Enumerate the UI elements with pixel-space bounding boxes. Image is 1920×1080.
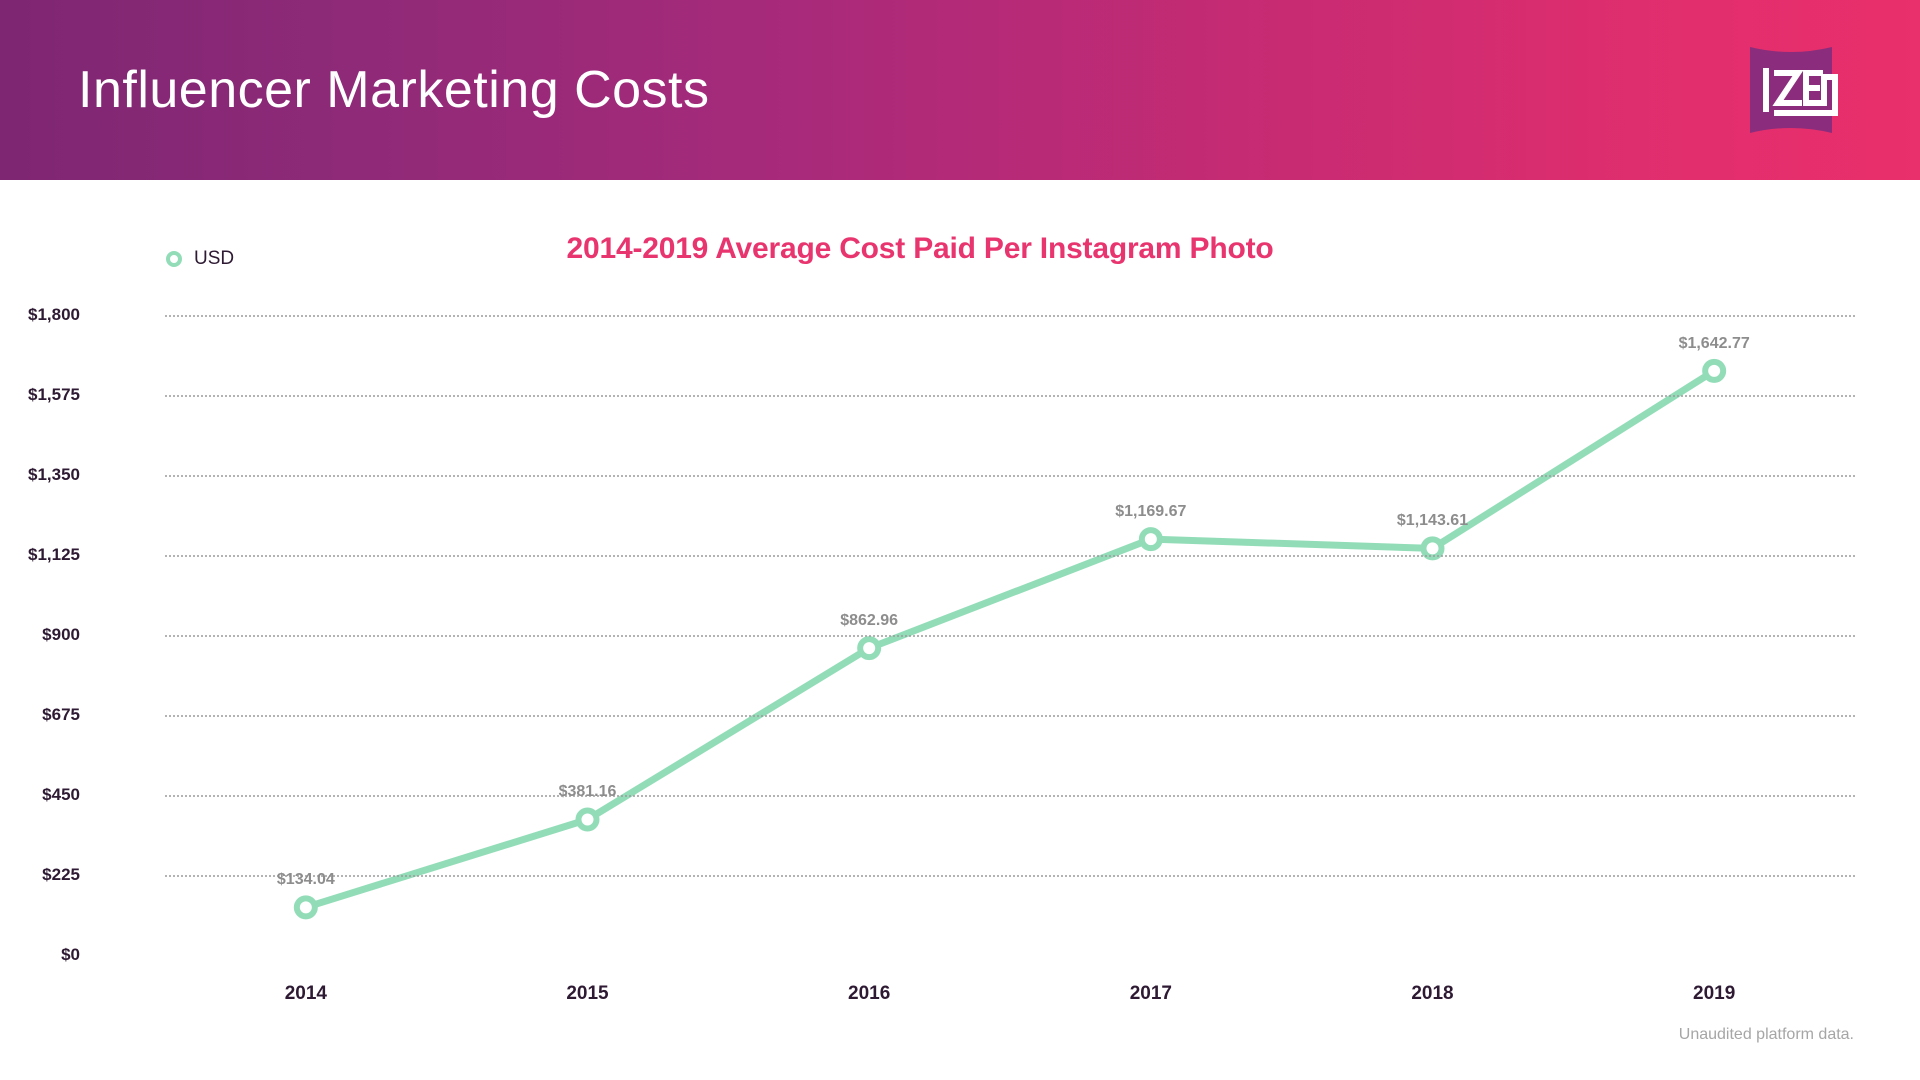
gridline (165, 475, 1855, 477)
data-point-marker[interactable] (575, 807, 600, 832)
data-point-label: $1,169.67 (1115, 503, 1187, 521)
izea-logo (1740, 41, 1842, 139)
data-point-marker[interactable] (1702, 358, 1727, 383)
data-point-marker[interactable] (1420, 536, 1445, 561)
chart-title: 2014-2019 Average Cost Paid Per Instagra… (566, 232, 1274, 265)
data-point-label: $862.96 (840, 612, 899, 630)
data-point-marker[interactable] (293, 895, 318, 920)
y-axis-tick-label: $1,125 (28, 545, 80, 564)
y-axis-tick-label: $450 (42, 785, 80, 804)
y-axis-tick-label: $225 (42, 865, 80, 884)
gridline (165, 795, 1855, 797)
data-point-label: $134.04 (276, 871, 335, 889)
line-series (293, 358, 1727, 920)
gridline (165, 635, 1855, 637)
data-point-marker[interactable] (1138, 527, 1163, 552)
gridline (165, 395, 1855, 397)
x-axis-tick-label: 2018 (1411, 983, 1454, 1004)
gridline (165, 555, 1855, 557)
data-point-marker[interactable] (857, 636, 882, 661)
data-point-label: $1,143.61 (1396, 512, 1469, 530)
data-point-label: $1,642.77 (1678, 334, 1750, 352)
legend-marker-usd (166, 251, 182, 267)
y-axis-tick-label: $0 (61, 945, 80, 964)
chart-container: USD 2014-2019 Average Cost Paid Per Inst… (0, 180, 1920, 1080)
footnote: Unaudited platform data. (1678, 1026, 1854, 1043)
data-point-label: $381.16 (558, 783, 617, 801)
series-line (302, 367, 1718, 911)
x-axis-tick-label: 2015 (566, 983, 609, 1004)
y-axis-tick-label: $1,350 (28, 465, 80, 484)
chart-legend: USD (166, 248, 234, 270)
header-banner: Influencer Marketing Costs (0, 0, 1920, 180)
x-axis-tick-label: 2019 (1693, 983, 1736, 1004)
x-axis-tick-label: 2017 (1129, 983, 1172, 1004)
y-axis-tick-label: $1,800 (28, 305, 80, 324)
legend-label-usd: USD (194, 248, 235, 269)
y-axis-tick-label: $1,575 (28, 385, 80, 404)
x-axis-tick-label: 2014 (284, 983, 327, 1004)
plot-area: $1,800 $1,575 $1,350 $1,125 $900 $675 $450 $225… (28, 305, 1855, 1004)
x-axis-tick-label: 2016 (848, 983, 891, 1004)
y-axis-tick-label: $900 (42, 625, 80, 644)
y-axis-tick-label: $675 (42, 705, 80, 724)
page-title: Influencer Marketing Costs (78, 61, 710, 119)
gridline (165, 715, 1855, 717)
gridline (165, 875, 1855, 877)
gridline (165, 315, 1855, 317)
